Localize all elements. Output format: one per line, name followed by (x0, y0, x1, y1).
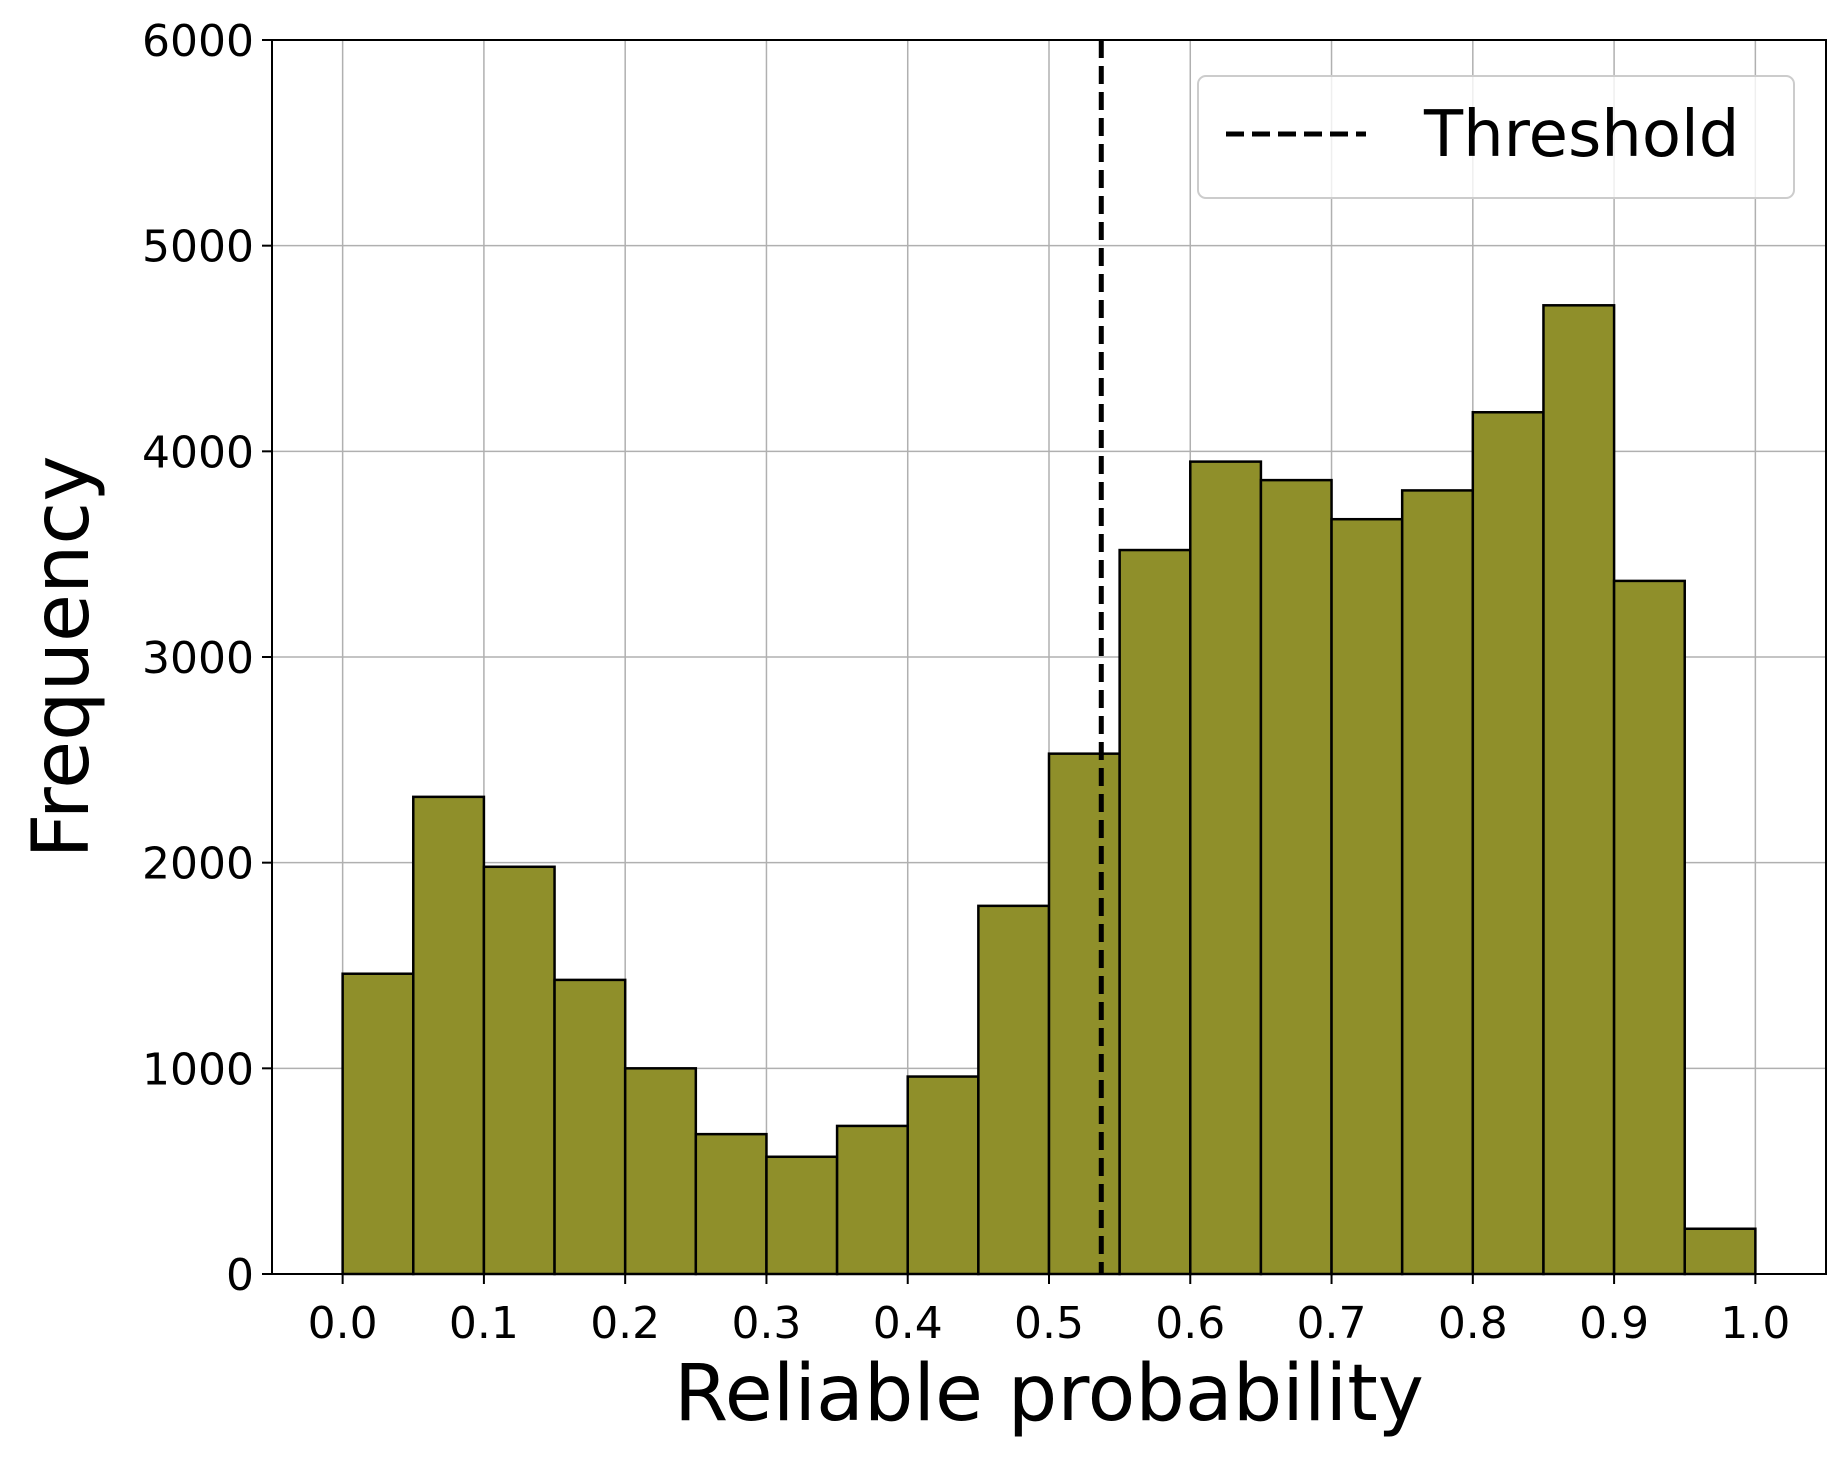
histogram-bar (1542, 304, 1616, 1276)
histogram-bar (341, 972, 415, 1276)
histogram-bars (341, 304, 1757, 1276)
legend-box (1197, 75, 1795, 199)
histogram-bar (1259, 478, 1333, 1276)
legend: Threshold (1197, 75, 1795, 199)
histogram-bar (623, 1067, 698, 1276)
histogram-bar (1471, 411, 1545, 1276)
y-tick-label: 1000 (142, 1044, 254, 1095)
histogram-bar (1683, 1227, 1757, 1276)
histogram-bar (1047, 752, 1121, 1276)
x-tick-label: 0.1 (449, 1298, 519, 1349)
y-tick-label: 4000 (142, 427, 254, 478)
histogram-bar (1400, 489, 1475, 1276)
x-tick-label: 0.9 (1579, 1298, 1649, 1349)
y-axis-ticks: 0 1000 2000 3000 4000 5000 6000 (142, 16, 272, 1301)
y-axis-title: Frequency (17, 456, 107, 859)
legend-threshold-label: Threshold (1423, 98, 1739, 172)
x-tick-label: 0.4 (873, 1298, 943, 1349)
x-tick-label: 0.3 (731, 1298, 801, 1349)
histogram-bar (1118, 548, 1192, 1276)
histogram-bar (1612, 579, 1686, 1276)
histogram-bar (906, 1075, 980, 1276)
histogram-bar (765, 1155, 839, 1276)
histogram-bar (1330, 517, 1404, 1276)
x-tick-label: 0.7 (1297, 1298, 1367, 1349)
x-tick-label: 0.8 (1438, 1298, 1508, 1349)
histogram-bar (977, 904, 1051, 1276)
x-tick-label: 1.0 (1720, 1298, 1790, 1349)
histogram-bar (1189, 460, 1263, 1276)
y-tick-label: 5000 (142, 222, 254, 273)
histogram-bar (553, 978, 627, 1276)
x-axis-ticks: 0.0 0.1 0.2 0.3 0.4 0.5 0.6 0.7 0.8 0.9 1.0 (308, 1274, 1790, 1349)
x-tick-label: 0.2 (590, 1298, 660, 1349)
y-tick-label: 6000 (142, 16, 254, 67)
x-axis-title: Reliable probability (674, 1349, 1424, 1439)
histogram-bar (412, 795, 486, 1276)
histogram-bar (694, 1132, 768, 1276)
y-tick-label: 2000 (142, 839, 254, 890)
x-tick-label: 0.6 (1155, 1298, 1225, 1349)
x-tick-label: 0.0 (308, 1298, 378, 1349)
y-tick-label: 3000 (142, 633, 254, 684)
histogram-bar (482, 865, 556, 1276)
y-tick-label: 0 (226, 1250, 254, 1301)
x-tick-label: 0.5 (1014, 1298, 1084, 1349)
histogram-bar (835, 1124, 909, 1276)
